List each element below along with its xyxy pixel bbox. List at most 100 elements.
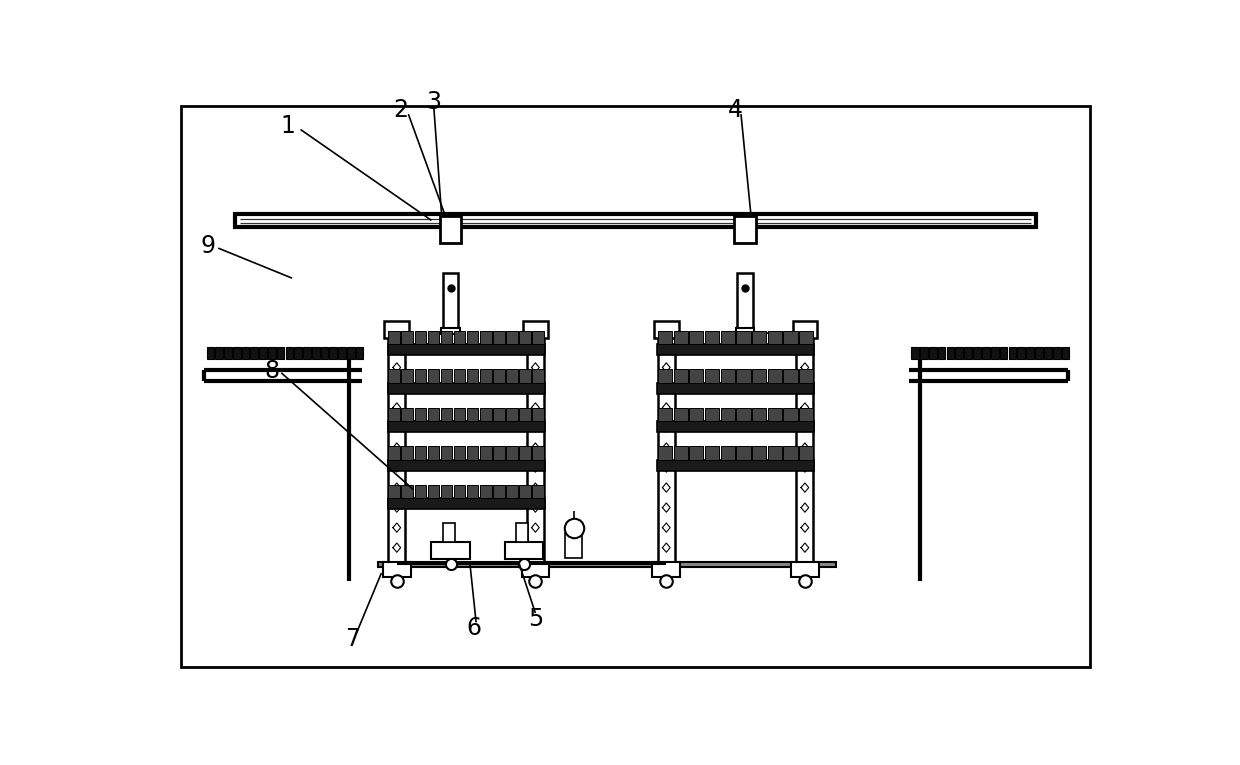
Bar [216,347,223,359]
Bar [784,408,797,422]
Bar [402,330,413,344]
Bar [653,321,678,338]
Bar [1061,347,1069,359]
Bar [388,382,544,394]
Bar [532,408,544,422]
Bar [454,369,465,382]
Bar [233,347,241,359]
Bar [1053,347,1060,359]
Bar [737,330,750,344]
Bar [658,338,675,562]
Bar [321,347,329,359]
Bar [236,214,1035,226]
Bar [377,562,836,567]
Bar [522,562,549,577]
Bar [428,369,439,382]
Bar [673,330,688,344]
Bar [402,369,413,382]
Bar [388,344,544,355]
Bar [443,523,455,542]
Bar [454,484,465,498]
Text: 2: 2 [393,97,408,122]
Text: 9: 9 [201,234,216,258]
Bar [250,347,258,359]
Bar [454,408,465,422]
Bar [388,422,544,432]
Bar [339,347,346,359]
Bar [432,542,470,559]
Bar [414,484,427,498]
Bar [657,382,815,394]
Text: 5: 5 [528,607,543,631]
Bar [523,321,548,338]
Bar [768,446,782,460]
Bar [440,446,453,460]
Bar [706,446,719,460]
Bar [384,321,409,338]
Bar [982,347,990,359]
Bar [673,369,688,382]
Bar [347,347,355,359]
Bar [946,347,955,359]
Bar [768,330,782,344]
Bar [673,446,688,460]
Bar [532,330,544,344]
Bar [480,369,491,382]
Bar [440,408,453,422]
Bar [467,484,479,498]
Text: 4: 4 [728,97,743,122]
Bar [356,347,363,359]
Bar [440,369,453,382]
Bar [658,446,672,460]
Bar [753,369,766,382]
Bar [388,446,399,460]
Bar [532,484,544,498]
Bar [673,408,688,422]
Bar [388,460,544,470]
Bar [520,330,531,344]
Bar [565,533,583,558]
Text: 8: 8 [264,360,280,383]
Bar [520,484,531,498]
Bar [532,369,544,382]
Bar [768,369,782,382]
Bar [800,369,813,382]
Text: 3: 3 [427,90,441,114]
Bar [689,408,703,422]
Bar [657,460,815,470]
Bar [753,408,766,422]
Bar [388,484,399,498]
Bar [784,330,797,344]
Bar [657,422,815,432]
Bar [689,369,703,382]
Bar [784,446,797,460]
Bar [768,408,782,422]
Bar [706,330,719,344]
Bar [689,446,703,460]
Bar [383,562,410,577]
Bar [388,330,399,344]
Bar [1035,347,1043,359]
Bar [207,347,215,359]
Bar [753,330,766,344]
Bar [330,347,337,359]
Bar [268,347,275,359]
Bar [443,273,459,330]
Bar [1008,347,1017,359]
Bar [440,330,453,344]
Bar [494,369,505,382]
Bar [388,369,399,382]
Bar [441,328,460,334]
Bar [516,523,528,542]
Bar [937,347,945,359]
Bar [428,408,439,422]
Bar [520,369,531,382]
Bar [1044,347,1052,359]
Bar [734,216,755,243]
Bar [965,347,972,359]
Bar [505,542,543,559]
Bar [428,446,439,460]
Bar [658,369,672,382]
Bar [506,408,517,422]
Bar [494,484,505,498]
